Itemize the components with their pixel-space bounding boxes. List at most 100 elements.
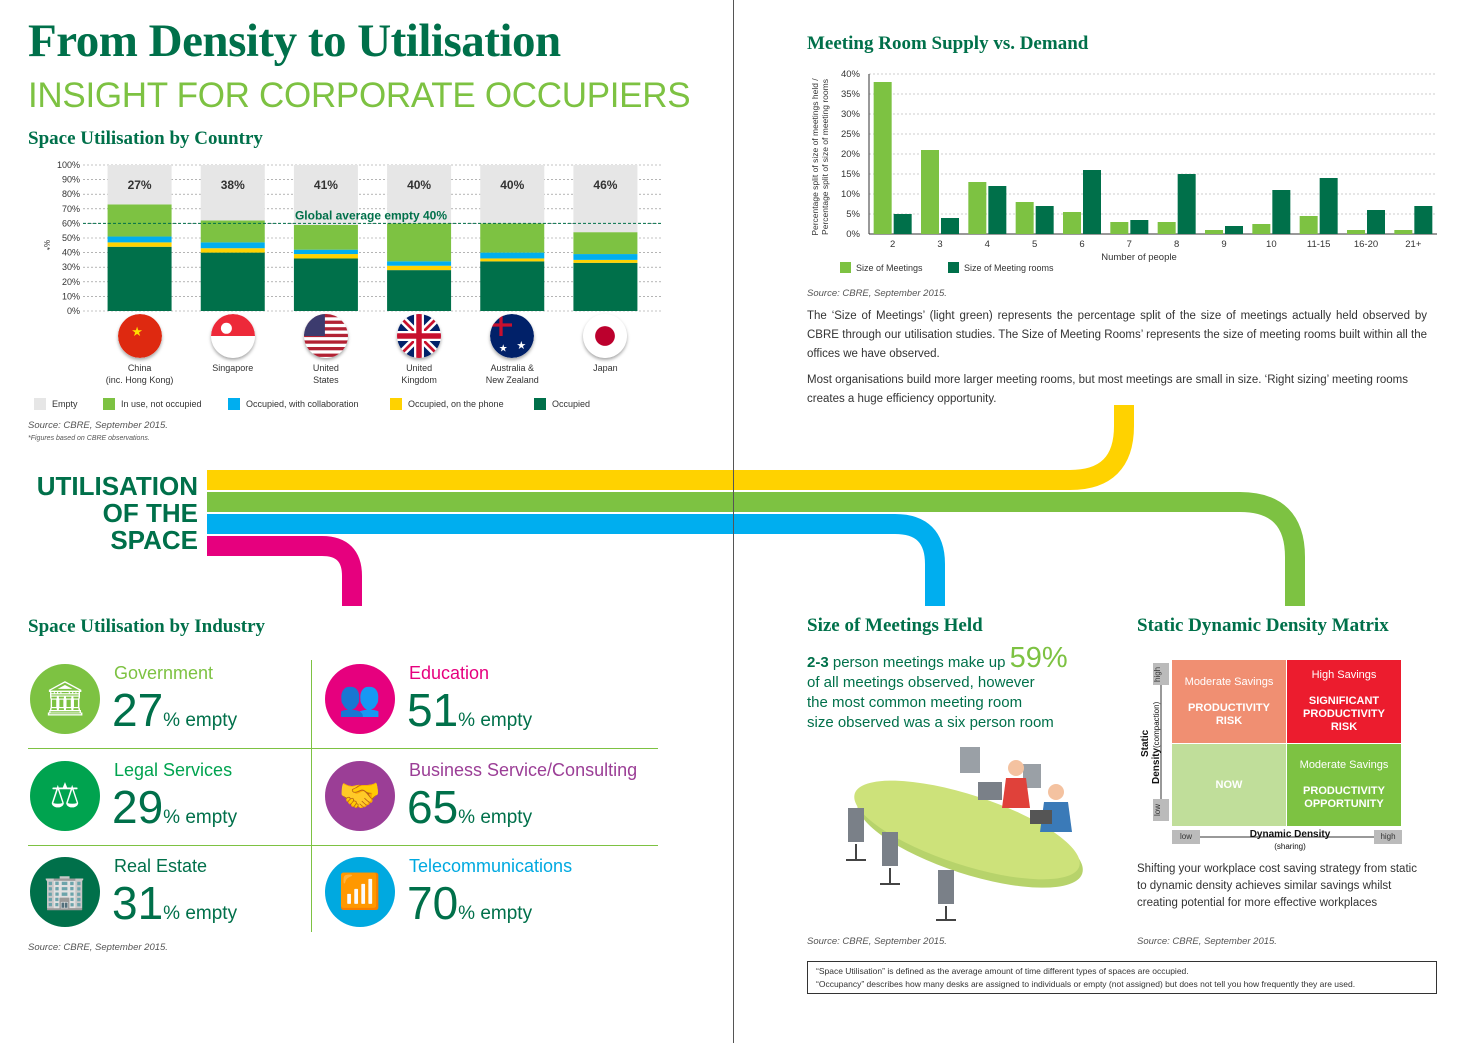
meet-bar: [1225, 226, 1243, 234]
country-bar-segment: [293, 249, 358, 255]
matrix-y-high: high: [1153, 663, 1169, 685]
global-average-label: Global average empty 40%: [295, 208, 447, 222]
industry-name: Business Service/Consulting: [409, 760, 638, 780]
meet-y-tick: 25%: [841, 129, 861, 140]
country-bar-segment: [293, 254, 358, 259]
matrix-y-axis-line: [1160, 670, 1162, 818]
signal-waves-icon: 📶: [325, 857, 395, 927]
matrix-cell-now: NOW: [1172, 744, 1286, 826]
page-title: From Density to Utilisation: [28, 15, 561, 67]
meet-x-tick: 9: [1221, 239, 1226, 250]
legend-in-use: In use, not occupied: [103, 398, 202, 410]
meet-bar: [1177, 174, 1196, 234]
meet-bar: [1083, 170, 1101, 234]
industry-source: Source: CBRE, September 2015.: [28, 942, 168, 953]
legend-meetings-label: Size of Meetings: [856, 263, 923, 273]
meet-y-tick: 40%: [841, 69, 861, 80]
ribbon-magenta: [207, 536, 362, 606]
country-bar-segment: [573, 165, 638, 233]
country-bar-segment: [387, 265, 452, 271]
country-y-tick: 0%: [67, 306, 80, 316]
matrix-x-axis-line: [1172, 836, 1400, 838]
country-bar-segment: [480, 258, 545, 262]
legend-collaboration: Occupied, with collaboration: [228, 398, 359, 410]
page-divider: [733, 0, 734, 1043]
country-y-tick: 40%: [62, 248, 80, 258]
meet-x-tick: 16-20: [1354, 239, 1378, 250]
country-bar-segment: [107, 165, 172, 205]
meet-y-tick: 5%: [846, 209, 860, 220]
industry-vertical-rule: [311, 660, 312, 932]
meet-bar: [1299, 216, 1318, 234]
china-flag-icon: ★: [117, 314, 162, 358]
meeting-paragraph-1: The ‘Size of Meetings’ (light green) rep…: [807, 310, 1427, 360]
country-empty-label: 27%: [128, 178, 152, 192]
meet-bar: [1414, 206, 1433, 234]
matrix-cell-productivity-opportunity: Moderate Savings PRODUCTIVITY OPPORTUNIT…: [1287, 744, 1401, 826]
country-y-tick: 90%: [62, 175, 80, 185]
meet-bar: [873, 82, 892, 234]
country-utilisation-chart: 0% 10% 20% 30% 40% 50% 60% 70% 80% 90% 100% 27% 38%…: [42, 160, 662, 316]
industry-rule-1: [28, 748, 658, 749]
ribbon-blue: [207, 514, 945, 606]
matrix-source: Source: CBRE, September 2015.: [1137, 936, 1277, 947]
country-bar-segment: [200, 242, 265, 249]
meetings-held-text: 2-3 person meetings make up 59% of all m…: [807, 642, 1068, 732]
meet-bar: [1157, 222, 1176, 234]
country-bar-segment: [573, 262, 638, 311]
meet-y-tick: 15%: [841, 169, 861, 180]
country-name: United States: [312, 363, 339, 385]
country-bar-segment: [480, 223, 545, 253]
meeting-y-label-1: Percentage split of size of meetings hel…: [810, 78, 820, 236]
meet-x-tick: 2: [890, 239, 895, 250]
education-classroom-icon: 👥: [325, 664, 395, 734]
meet-bar: [1252, 224, 1271, 234]
country-empty-label: 40%: [407, 178, 431, 192]
country-y-tick: 100%: [57, 160, 80, 170]
government-building-icon: 🏛: [30, 664, 100, 734]
meet-bar: [1130, 220, 1149, 234]
country-bar-segment: [200, 248, 265, 253]
meet-x-tick: 8: [1174, 239, 1179, 250]
meetings-held-source: Source: CBRE, September 2015.: [807, 936, 947, 947]
country-bar-segment: [107, 236, 172, 243]
matrix-y-low: low: [1153, 799, 1169, 821]
country-bar-segment: [480, 165, 545, 224]
country-empty-label: 41%: [314, 178, 338, 192]
meeting-room-chart: 0% 5% 10% 15% 20% 25% 30% 35% 40% 2 3 4 5 6 7 8 9 10 11-1…: [810, 69, 1437, 273]
industry-value: 31% empty: [112, 877, 238, 929]
australia-flag-icon: ★ ★: [490, 314, 535, 358]
country-source: Source: CBRE, September 2015.: [28, 420, 168, 431]
meet-bar: [988, 186, 1007, 234]
legend-meetings-swatch: [840, 262, 851, 273]
meet-y-tick: 10%: [841, 189, 861, 200]
japan-flag-icon: [583, 314, 628, 358]
country-bar-segment: [573, 232, 638, 255]
definitions-box: “Space Utilisation” is defined as the av…: [807, 961, 1437, 994]
meet-y-tick: 20%: [841, 149, 861, 160]
legend-occupied: Occupied: [534, 398, 590, 410]
handshake-icon: 🤝: [325, 761, 395, 831]
country-bar-segment: [293, 165, 358, 225]
country-y-tick: 20%: [62, 277, 80, 287]
matrix-x-axis-label: Dynamic Density (sharing): [1249, 829, 1331, 851]
country-y-axis-label: %*: [42, 240, 51, 250]
meetings-held-title: Size of Meetings Held: [807, 615, 983, 636]
meet-bar: [1394, 230, 1413, 234]
country-footnote: *Figures based on CBRE observations.: [28, 435, 150, 442]
country-bar-segment: [293, 258, 358, 311]
utilisation-banner: UTILISATION OF THE SPACE: [36, 471, 198, 555]
country-bar-segment: [107, 246, 172, 311]
meet-x-tick: 4: [985, 239, 990, 250]
meet-bar: [1367, 210, 1385, 234]
meeting-paragraph-2: Most organisations build more larger mee…: [807, 374, 1409, 405]
meet-y-tick: 30%: [841, 109, 861, 120]
svg-text:★: ★: [499, 343, 508, 354]
meeting-y-label-2: Percentage split of size of meeting room…: [820, 79, 830, 235]
country-name: Japan: [593, 363, 618, 373]
country-section-title: Space Utilisation by Country: [28, 128, 263, 149]
industry-value: 65% empty: [407, 781, 533, 833]
meet-bar: [1272, 190, 1291, 234]
legend-rooms-swatch: [948, 262, 959, 273]
